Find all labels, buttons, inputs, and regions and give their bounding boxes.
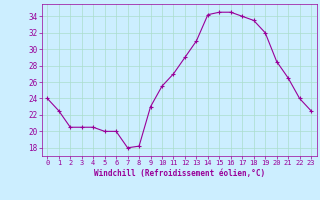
X-axis label: Windchill (Refroidissement éolien,°C): Windchill (Refroidissement éolien,°C) bbox=[94, 169, 265, 178]
